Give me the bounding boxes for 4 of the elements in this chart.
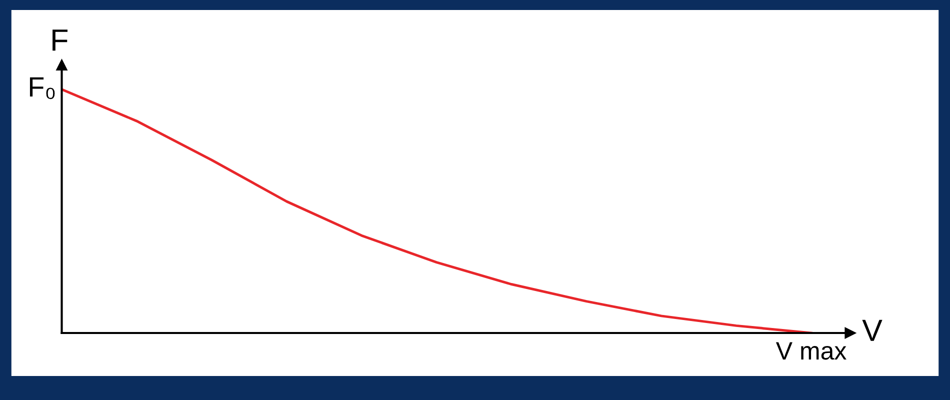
y-axis-title: F	[52, 30, 68, 51]
text: V max	[776, 342, 846, 360]
text: F₀	[30, 77, 55, 100]
x-axis-title: V	[862, 320, 882, 341]
